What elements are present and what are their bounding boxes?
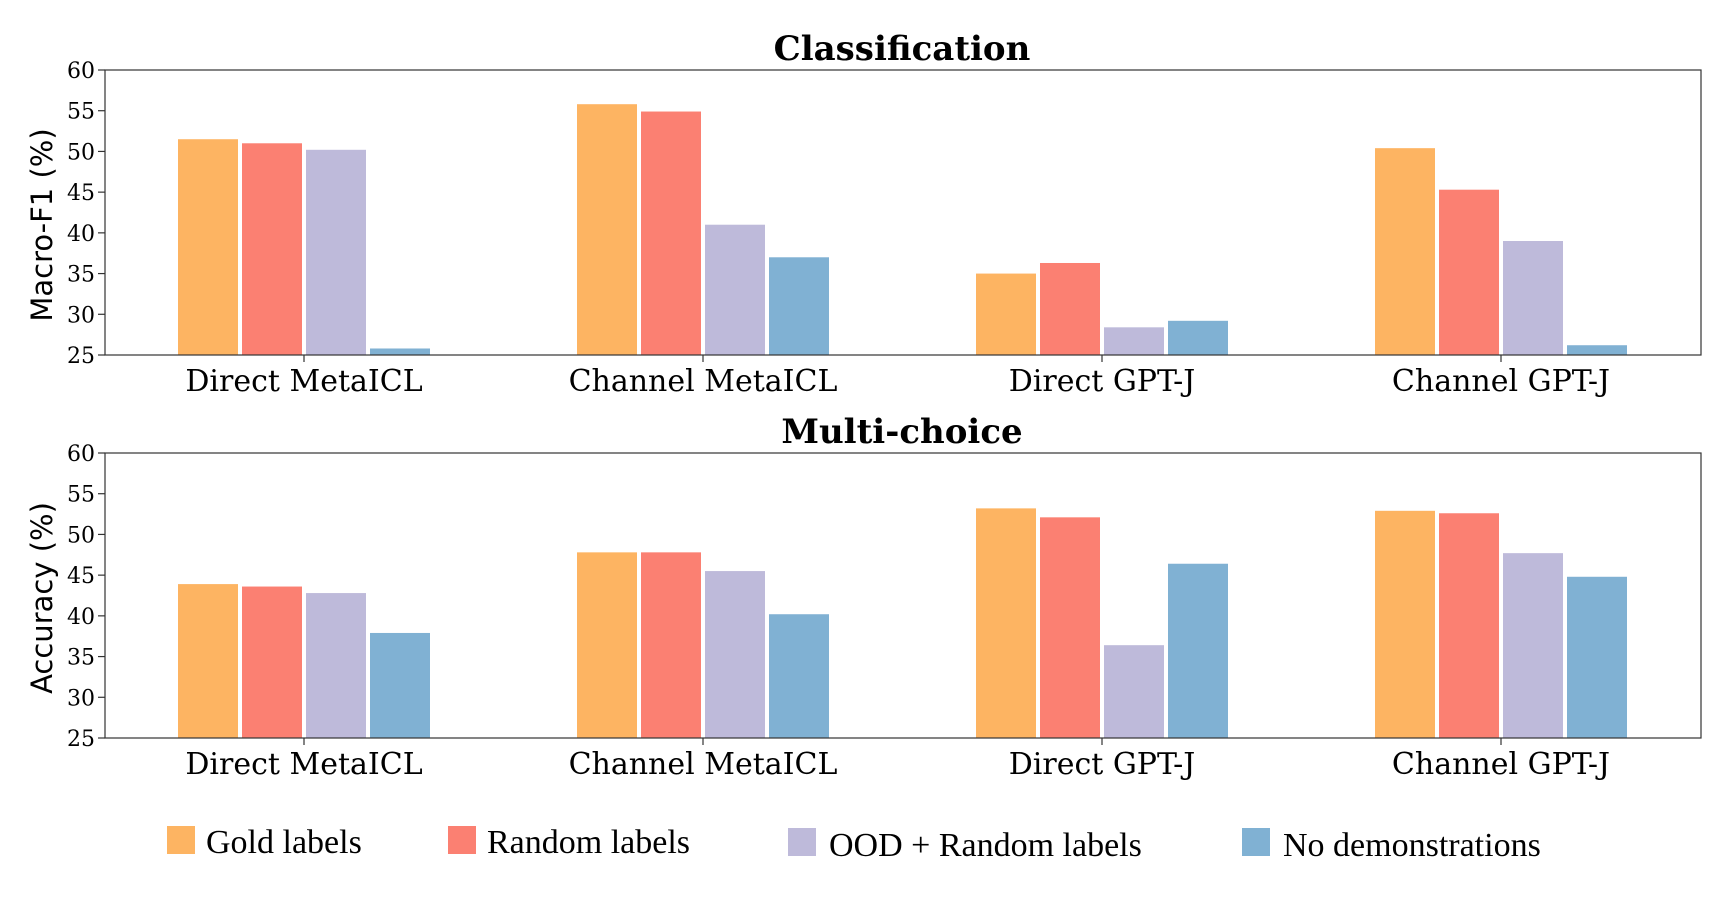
bar xyxy=(1503,241,1563,355)
bar xyxy=(1040,262,1100,355)
legend-swatch xyxy=(788,828,816,856)
bar xyxy=(1439,513,1499,738)
legend-item-random-labels: Random labels xyxy=(448,824,690,861)
x-tick-label: Direct MetaICL xyxy=(185,364,422,399)
y-tick-label: 60 xyxy=(67,442,95,467)
bar xyxy=(1375,148,1435,355)
bar xyxy=(242,586,302,738)
y-tick-label: 45 xyxy=(67,564,95,589)
bar xyxy=(769,257,829,355)
bar xyxy=(306,149,366,355)
y-tick-label: 35 xyxy=(67,646,95,671)
bar xyxy=(577,552,637,738)
y-tick-label: 40 xyxy=(67,605,95,630)
y-tick-label: 25 xyxy=(67,727,95,752)
bar xyxy=(370,632,430,738)
bar xyxy=(976,508,1036,738)
bar xyxy=(1567,345,1627,355)
bar xyxy=(1168,320,1228,355)
plot-frame xyxy=(104,452,1702,739)
chart-title: Multi-choice xyxy=(781,412,1022,452)
classification-chart: Classification Macro-F1 (%) 25 30 35 40 45 50… xyxy=(25,29,1702,399)
bar xyxy=(577,104,637,355)
x-tick-label: Direct GPT-J xyxy=(1009,364,1196,399)
chart-title: Classification xyxy=(774,29,1031,69)
legend-label: No demonstrations xyxy=(1283,827,1541,864)
bar xyxy=(769,614,829,738)
y-axis-ticks: 25 30 35 40 45 50 55 60 xyxy=(67,442,105,752)
y-axis-ticks: 25 30 35 40 45 50 55 60 xyxy=(67,59,105,369)
y-tick-label: 30 xyxy=(67,686,95,711)
bar xyxy=(1567,576,1627,738)
y-axis-label: Accuracy (%) xyxy=(25,502,59,694)
bar xyxy=(641,111,701,356)
bar xyxy=(976,273,1036,355)
y-tick-label: 60 xyxy=(67,59,95,84)
x-tick-label: Channel GPT-J xyxy=(1392,747,1610,782)
bar xyxy=(1503,553,1563,738)
y-tick-label: 40 xyxy=(67,222,95,247)
y-tick-label: 50 xyxy=(67,140,95,165)
bars xyxy=(178,104,1627,356)
bar xyxy=(306,593,366,738)
bar xyxy=(370,348,430,355)
legend: Gold labels Random labels OOD + Random l… xyxy=(167,824,1541,864)
plot-frame xyxy=(104,69,1702,356)
bar xyxy=(1104,327,1164,355)
y-axis-label: Macro-F1 (%) xyxy=(25,128,59,321)
bar xyxy=(1439,189,1499,355)
bar xyxy=(242,143,302,355)
legend-label: OOD + Random labels xyxy=(829,827,1142,864)
legend-swatch xyxy=(167,826,195,854)
legend-item-ood-random-labels: OOD + Random labels xyxy=(788,827,1142,864)
bar xyxy=(1168,563,1228,738)
legend-label: Random labels xyxy=(487,824,690,861)
y-tick-label: 25 xyxy=(67,344,95,369)
bar xyxy=(1040,517,1100,738)
y-tick-label: 30 xyxy=(67,303,95,328)
legend-item-no-demonstrations: No demonstrations xyxy=(1242,827,1541,864)
bar xyxy=(705,571,765,738)
legend-swatch xyxy=(1242,828,1270,856)
y-tick-label: 55 xyxy=(67,483,95,508)
bar xyxy=(1104,645,1164,738)
y-tick-label: 55 xyxy=(67,100,95,125)
x-axis-ticks: Direct MetaICL Channel MetaICL Direct GPT-… xyxy=(185,738,1610,782)
bar xyxy=(178,139,238,355)
bar xyxy=(705,224,765,355)
x-tick-label: Channel MetaICL xyxy=(569,747,838,782)
y-tick-label: 45 xyxy=(67,181,95,206)
y-tick-label: 50 xyxy=(67,523,95,548)
x-tick-label: Direct MetaICL xyxy=(185,747,422,782)
x-tick-label: Direct GPT-J xyxy=(1009,747,1196,782)
bars xyxy=(178,508,1627,738)
bar xyxy=(1375,510,1435,738)
bar xyxy=(641,552,701,738)
bar xyxy=(178,584,238,738)
legend-swatch xyxy=(448,826,476,854)
x-tick-label: Channel MetaICL xyxy=(569,364,838,399)
x-axis-ticks: Direct MetaICL Channel MetaICL Direct GPT-… xyxy=(185,355,1610,399)
legend-label: Gold labels xyxy=(206,824,362,861)
multi-choice-chart: Multi-choice Accuracy (%) 25 30 35 40 45 50 55… xyxy=(25,412,1702,782)
legend-item-gold-labels: Gold labels xyxy=(167,824,362,861)
x-tick-label: Channel GPT-J xyxy=(1392,364,1610,399)
y-tick-label: 35 xyxy=(67,263,95,288)
